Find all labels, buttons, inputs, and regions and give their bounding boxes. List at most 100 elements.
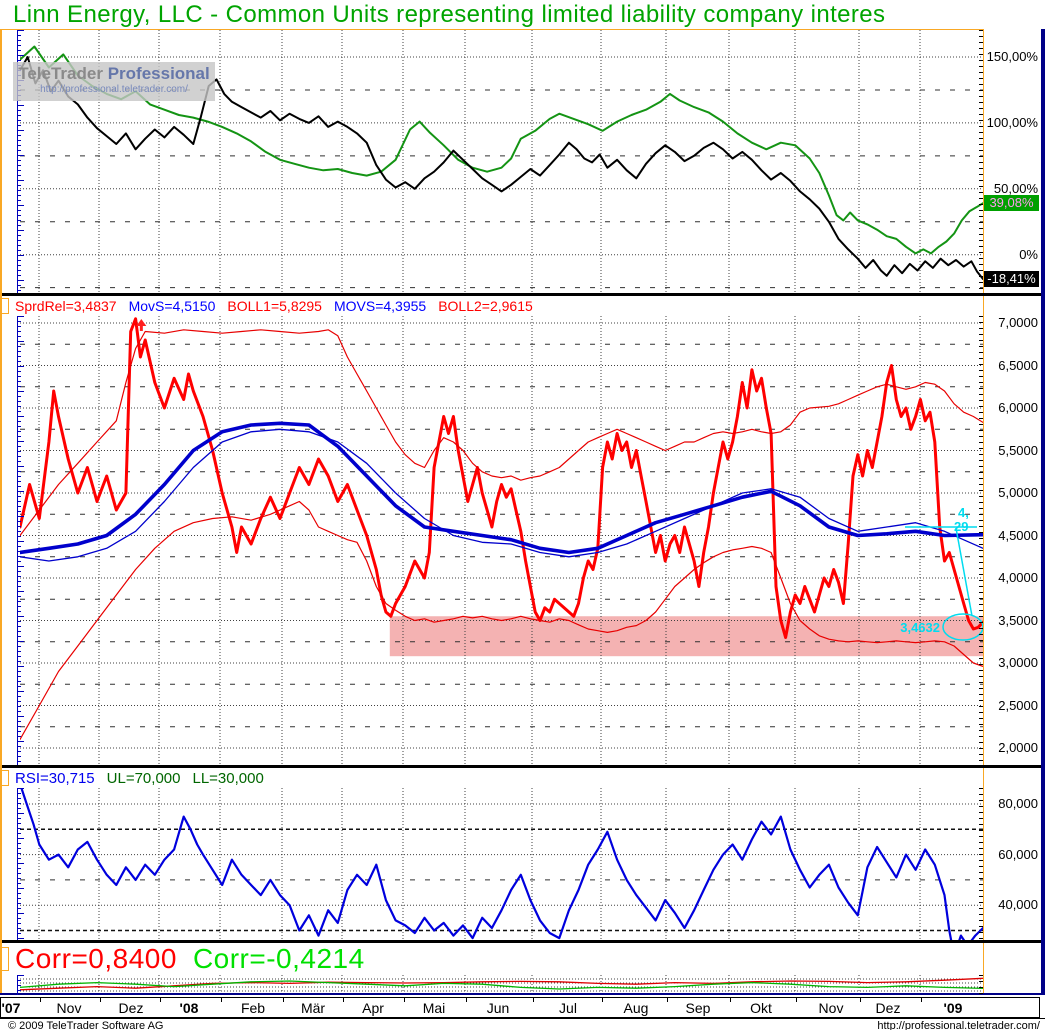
- axis-tick-label: 150,00%: [986, 49, 1038, 64]
- series-base-black: [20, 56, 983, 280]
- instrument-title: Linn Energy, LLC - Common Units represen…: [13, 1, 886, 28]
- series-corr-red: [20, 977, 983, 991]
- time-axis-label: Aug: [623, 1000, 649, 1016]
- watermark-url: http://professional.teletrader.com/: [40, 84, 188, 95]
- axis-tick-label: 7,0000: [998, 315, 1038, 330]
- measure-line-diagonal[interactable]: [955, 527, 973, 617]
- series-boll2-lower-band: [20, 500, 983, 741]
- spread-price-panel[interactable]: 4, 29 3,4632: [20, 316, 983, 765]
- time-axis-label: Sep: [685, 1000, 711, 1016]
- left-tick-ruler: [17, 788, 24, 940]
- indicator-value-label[interactable]: MovS=4,5150: [128, 298, 216, 314]
- series-rsi-line: [20, 788, 983, 940]
- event-marker-icon[interactable]: [136, 319, 147, 331]
- time-axis-tick: [860, 998, 861, 1002]
- support-zone: [389, 616, 983, 657]
- correlation-strip-panel[interactable]: [20, 975, 983, 995]
- percent-comparison-panel[interactable]: [20, 30, 983, 293]
- time-axis-label: Dez: [875, 1000, 901, 1016]
- panel-separator[interactable]: [0, 293, 1045, 296]
- indicator-value-label[interactable]: SprdRel=3,4837: [15, 298, 117, 314]
- rsi-indicator-legend: RSI=30,715 UL=70,000 LL=30,000: [0, 768, 983, 788]
- price-highlight-ellipse[interactable]: [942, 613, 983, 641]
- time-axis-tick: [730, 998, 731, 1002]
- last-value-badge: -18,41%: [984, 270, 1039, 287]
- series-comparison-green: [20, 45, 983, 255]
- time-axis-label: Dez: [118, 1000, 144, 1016]
- corr-plot[interactable]: [20, 975, 983, 995]
- value-axis-column[interactable]: [983, 29, 1042, 995]
- axis-tick-label: 3,0000: [998, 655, 1038, 670]
- indicator-value-label[interactable]: RSI=30,715: [15, 769, 95, 787]
- frame-border-left: [0, 29, 2, 995]
- panel-handle-icon[interactable]: [1, 770, 9, 786]
- left-tick-ruler: [17, 975, 24, 995]
- indicator-value-label[interactable]: BOLL2=2,9615: [438, 298, 533, 314]
- panel-separator[interactable]: [0, 765, 1045, 768]
- correlation-legend: Corr=0,8400 Corr=-0,4214: [0, 943, 983, 975]
- last-value-badge: 39,08%: [984, 195, 1039, 212]
- measure-value-label: 4,: [958, 505, 969, 520]
- axis-tick-label: 6,5000: [998, 357, 1038, 373]
- spread-plot[interactable]: 4,29 3,4632: [20, 316, 983, 765]
- time-axis-tick: [602, 998, 603, 1002]
- indicator-value-label[interactable]: BOLL1=5,8295: [227, 298, 322, 314]
- axis-tick-label: 4,5000: [998, 527, 1038, 543]
- indicator-value-label[interactable]: LL=30,000: [192, 769, 264, 787]
- axis-tick-label: 100,00%: [986, 114, 1038, 130]
- last-price-label: 3,4632: [900, 620, 940, 635]
- frame-border-bottom: [0, 993, 1045, 995]
- chart-title-bar: Linn Energy, LLC - Common Units represen…: [0, 0, 1045, 29]
- time-axis-label: '09: [943, 1000, 963, 1016]
- time-axis[interactable]: '07 Nov Dez '08 Feb Mär Apr Mai Jun Jul Aug Sep Okt N…: [0, 997, 984, 1018]
- series-movs-thick-blue: [20, 421, 983, 555]
- percent-plot[interactable]: [20, 30, 983, 293]
- spread-indicator-legend: SprdRel=3,4837 MovS=4,5150 BOLL1=5,8295 MOV…: [0, 296, 983, 316]
- right-tick-ruler: [976, 316, 983, 765]
- chart-frame[interactable]: SprdRel=3,4837 MovS=4,5150 BOLL1=5,8295 MOV…: [0, 29, 1045, 995]
- axis-tick-label: 2,5000: [998, 697, 1038, 713]
- time-axis-label: Jun: [486, 1000, 510, 1016]
- time-axis-tick: [533, 998, 534, 1002]
- indicator-value-label[interactable]: Corr=-0,4214: [192, 943, 365, 974]
- left-tick-ruler: [17, 30, 24, 293]
- time-axis-tick: [343, 998, 344, 1002]
- indicator-value-label[interactable]: UL=70,000: [106, 769, 181, 787]
- measure-value-label: 29: [954, 519, 968, 534]
- axis-tick-label: 0%: [1019, 246, 1038, 262]
- panel-handle-icon[interactable]: [1, 298, 9, 314]
- axis-tick-label: 3,5000: [998, 612, 1038, 628]
- watermark-brand: TeleTrader: [18, 64, 103, 83]
- time-axis-tick: [40, 998, 41, 1002]
- rsi-panel[interactable]: [20, 788, 983, 940]
- footer-url-link[interactable]: http://professional.teletrader.com/: [877, 1020, 1040, 1030]
- axis-tick-label: 5,5000: [998, 442, 1038, 458]
- left-tick-ruler: [17, 316, 24, 765]
- indicator-value-label[interactable]: Corr=0,8400: [15, 943, 177, 974]
- axis-tick-label: 60,000: [998, 846, 1038, 862]
- time-axis-tick: [466, 998, 467, 1002]
- time-axis-label: '07: [1, 1000, 21, 1016]
- axis-tick-label: 2,0000: [998, 740, 1038, 755]
- frame-border-right: [1041, 29, 1045, 995]
- right-tick-ruler: [976, 30, 983, 293]
- time-axis-tick: [283, 998, 284, 1002]
- rsi-plot[interactable]: [20, 788, 983, 940]
- copyright-text: © 2009 TeleTrader Software AG: [8, 1020, 164, 1030]
- time-axis-tick: [404, 998, 405, 1002]
- time-axis-tick: [160, 998, 161, 1002]
- panel-handle-icon[interactable]: [1, 946, 9, 972]
- axis-tick-label: 6,0000: [998, 400, 1038, 415]
- axis-tick-label: 4,0000: [998, 570, 1038, 585]
- panel-separator[interactable]: [0, 940, 1045, 943]
- series-movs2-thin-blue: [20, 428, 983, 562]
- time-axis-label: Feb: [240, 1000, 266, 1016]
- series-corr-green: [20, 980, 983, 990]
- indicator-value-label[interactable]: MOVS=4,3955: [333, 298, 427, 314]
- right-tick-ruler: [976, 975, 983, 995]
- time-axis-label: Nov: [818, 1000, 844, 1016]
- time-axis-label: Mai: [422, 1000, 446, 1016]
- time-axis-label: Okt: [750, 1000, 772, 1016]
- right-tick-ruler: [976, 788, 983, 940]
